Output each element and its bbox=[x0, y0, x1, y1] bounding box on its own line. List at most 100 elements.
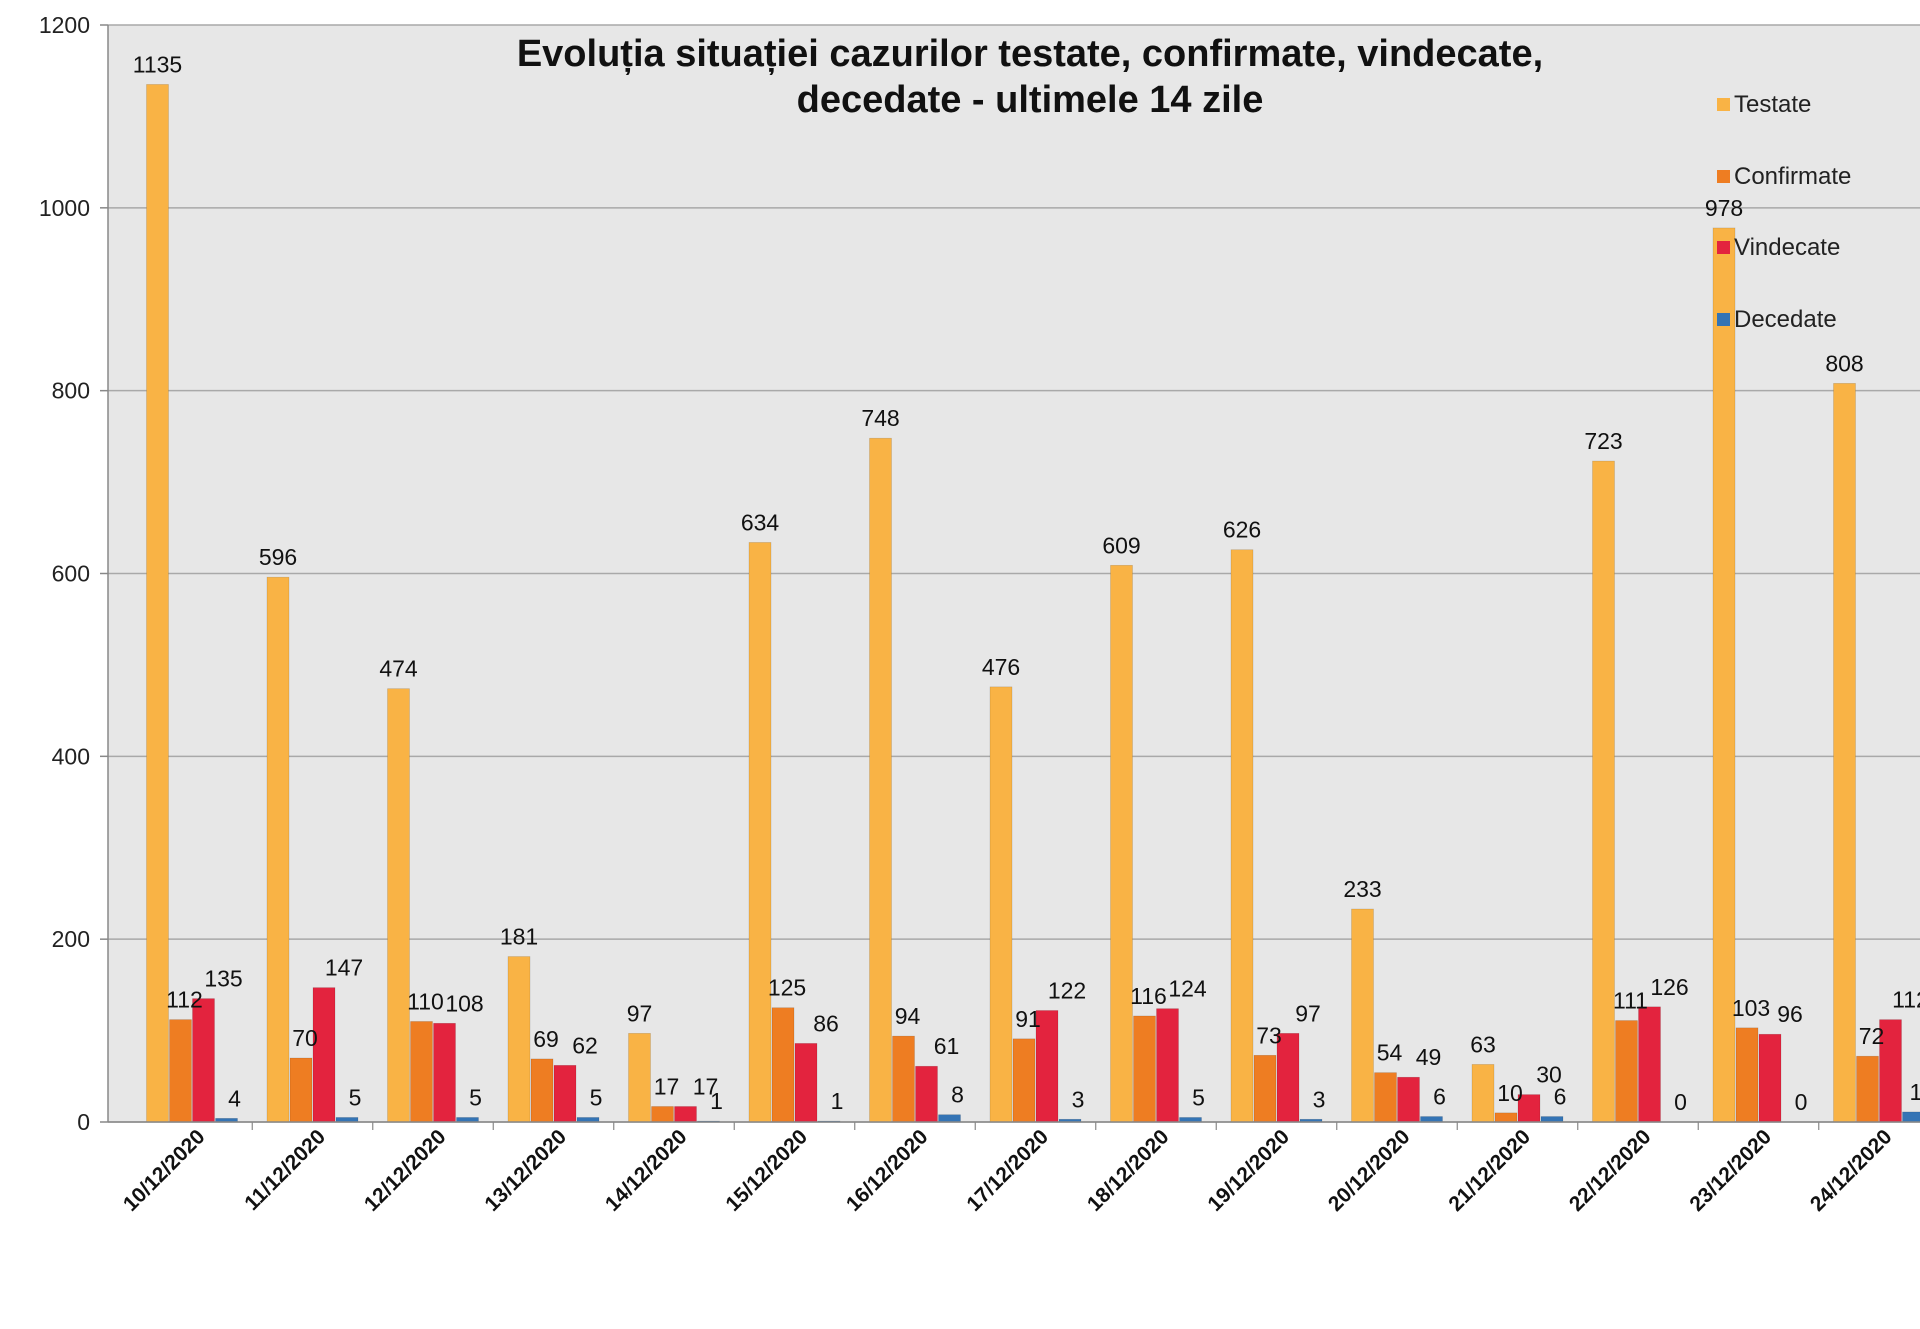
data-label: 49 bbox=[1416, 1044, 1442, 1070]
data-label: 69 bbox=[533, 1026, 559, 1052]
bar-confirmate bbox=[772, 1008, 794, 1122]
data-label: 978 bbox=[1705, 195, 1743, 221]
data-label: 103 bbox=[1732, 995, 1770, 1021]
bar-testate bbox=[629, 1033, 651, 1122]
bar-decedate bbox=[1421, 1117, 1443, 1122]
bar-testate bbox=[147, 84, 169, 1122]
x-tick-label: 18/12/2020 bbox=[1083, 1125, 1174, 1216]
x-tick-label: 15/12/2020 bbox=[721, 1125, 812, 1216]
bar-testate bbox=[1472, 1064, 1494, 1122]
bar-vindecate bbox=[795, 1043, 817, 1122]
bar-decedate bbox=[1903, 1112, 1920, 1122]
bar-confirmate bbox=[411, 1021, 433, 1122]
bar-testate bbox=[267, 577, 289, 1122]
data-label: 596 bbox=[259, 544, 297, 570]
data-label: 11 bbox=[1910, 1079, 1920, 1105]
data-label: 122 bbox=[1048, 977, 1086, 1003]
bar-vindecate bbox=[1639, 1007, 1661, 1122]
x-tick-label: 24/12/2020 bbox=[1806, 1125, 1897, 1216]
bar-testate bbox=[1713, 228, 1735, 1122]
bar-confirmate bbox=[1013, 1039, 1035, 1122]
data-label: 6 bbox=[1433, 1084, 1446, 1110]
chart-title-line: decedate - ultimele 14 zile bbox=[797, 79, 1264, 121]
x-tick-label: 19/12/2020 bbox=[1203, 1125, 1294, 1216]
bar-confirmate bbox=[290, 1058, 312, 1122]
x-tick-label: 21/12/2020 bbox=[1444, 1125, 1535, 1216]
bar-vindecate bbox=[1759, 1034, 1781, 1122]
data-label: 135 bbox=[204, 966, 242, 992]
y-tick-label: 200 bbox=[52, 926, 90, 952]
bar-testate bbox=[990, 687, 1012, 1122]
bar-confirmate bbox=[893, 1036, 915, 1122]
data-label: 147 bbox=[325, 955, 363, 981]
data-label: 111 bbox=[1613, 988, 1648, 1014]
bar-vindecate bbox=[916, 1066, 938, 1122]
legend-swatch-confirmate bbox=[1717, 170, 1730, 183]
y-tick-label: 800 bbox=[52, 378, 90, 404]
data-label: 97 bbox=[627, 1000, 653, 1026]
data-label: 808 bbox=[1825, 350, 1863, 376]
data-label: 108 bbox=[445, 990, 483, 1016]
data-label: 124 bbox=[1168, 976, 1207, 1002]
data-label: 233 bbox=[1343, 876, 1381, 902]
bar-confirmate bbox=[652, 1106, 674, 1122]
bar-testate bbox=[388, 689, 410, 1122]
data-label: 112 bbox=[1892, 987, 1920, 1013]
data-label: 1135 bbox=[133, 51, 182, 77]
data-label: 96 bbox=[1777, 1001, 1803, 1027]
bar-confirmate bbox=[1254, 1055, 1276, 1122]
bar-decedate bbox=[1541, 1117, 1563, 1122]
x-tick-label: 16/12/2020 bbox=[842, 1125, 933, 1216]
data-label: 116 bbox=[1130, 983, 1167, 1009]
y-tick-label: 400 bbox=[52, 743, 90, 769]
x-tick-label: 17/12/2020 bbox=[962, 1125, 1053, 1216]
x-tick-label: 11/12/2020 bbox=[240, 1125, 330, 1215]
bar-confirmate bbox=[170, 1020, 192, 1122]
bar-vindecate bbox=[1398, 1077, 1420, 1122]
data-label: 110 bbox=[407, 988, 444, 1014]
data-label: 5 bbox=[1192, 1084, 1205, 1110]
x-tick-label: 22/12/2020 bbox=[1565, 1125, 1656, 1216]
legend-swatch-vindecate bbox=[1717, 241, 1730, 254]
data-label: 1 bbox=[710, 1088, 723, 1114]
data-label: 54 bbox=[1377, 1040, 1403, 1066]
data-label: 181 bbox=[500, 924, 538, 950]
bar-confirmate bbox=[1616, 1021, 1638, 1122]
data-label: 0 bbox=[1795, 1089, 1808, 1115]
data-label: 723 bbox=[1584, 428, 1622, 454]
x-tick-label: 14/12/2020 bbox=[601, 1125, 692, 1216]
data-label: 125 bbox=[768, 975, 806, 1001]
bar-testate bbox=[1231, 550, 1253, 1122]
data-label: 4 bbox=[228, 1085, 241, 1111]
bar-testate bbox=[1352, 909, 1374, 1122]
data-label: 474 bbox=[379, 656, 418, 682]
bar-confirmate bbox=[1857, 1056, 1879, 1122]
bar-testate bbox=[1111, 565, 1133, 1122]
y-tick-label: 600 bbox=[52, 561, 90, 587]
legend-label: Decedate bbox=[1734, 306, 1837, 333]
bar-vindecate bbox=[1157, 1009, 1179, 1122]
data-label: 17 bbox=[654, 1073, 680, 1099]
legend-swatch-decedate bbox=[1717, 313, 1730, 326]
data-label: 634 bbox=[741, 509, 780, 535]
y-tick-label: 0 bbox=[77, 1109, 90, 1135]
bar-confirmate bbox=[1375, 1073, 1397, 1122]
bar-confirmate bbox=[1134, 1016, 1156, 1122]
bar-vindecate bbox=[313, 988, 335, 1122]
data-label: 1 bbox=[831, 1088, 844, 1114]
data-label: 8 bbox=[951, 1082, 964, 1108]
x-tick-label: 23/12/2020 bbox=[1685, 1125, 1776, 1216]
bar-vindecate bbox=[434, 1023, 456, 1122]
x-tick-label: 13/12/2020 bbox=[480, 1125, 571, 1216]
data-label: 3 bbox=[1072, 1086, 1085, 1112]
x-tick-label: 12/12/2020 bbox=[360, 1125, 451, 1216]
legend-swatch-testate bbox=[1717, 98, 1730, 111]
x-tick-label: 10/12/2020 bbox=[119, 1125, 210, 1216]
data-label: 5 bbox=[349, 1084, 362, 1110]
legend-label: Vindecate bbox=[1734, 234, 1840, 261]
data-label: 609 bbox=[1102, 532, 1140, 558]
data-label: 748 bbox=[861, 405, 899, 431]
bar-confirmate bbox=[1736, 1028, 1758, 1122]
